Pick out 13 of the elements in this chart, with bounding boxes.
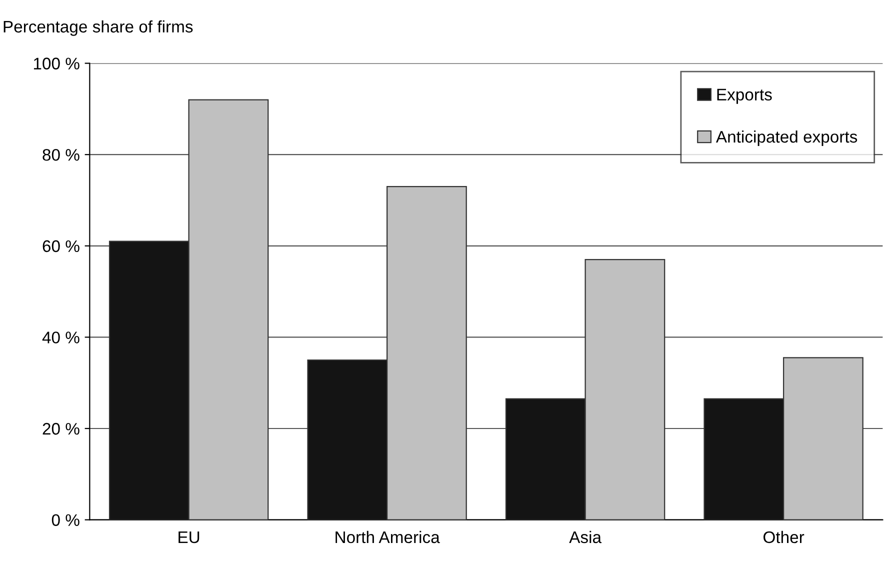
y-tick-label: 0 % — [52, 514, 80, 526]
x-tick-label: North America — [336, 530, 440, 544]
y-tick-label: 60 % — [42, 240, 80, 252]
legend-label: Exports — [717, 88, 772, 104]
x-tick-label: Asia — [569, 530, 602, 544]
y-axis-title: Percentage share of firms — [4, 20, 193, 36]
x-tick-label: Other — [764, 530, 804, 544]
x-tick-label: EU — [178, 532, 200, 544]
y-tick-label: 80 % — [42, 148, 80, 161]
y-tick-label: 100 % — [34, 58, 80, 70]
legend-label: Anticipated exports — [716, 130, 858, 146]
y-tick-label: 40 % — [42, 332, 80, 344]
y-tick-label: 20 % — [42, 422, 80, 435]
